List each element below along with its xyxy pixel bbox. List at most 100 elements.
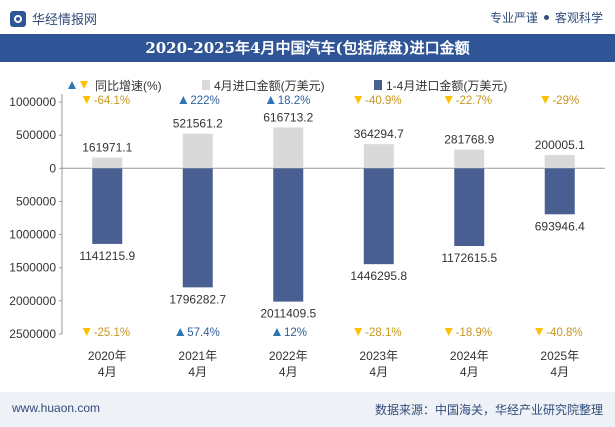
triangle-up-icon xyxy=(176,328,185,336)
growth-value: -25.1% xyxy=(94,327,130,339)
bar-april-label: 200005.1 xyxy=(535,138,585,152)
legend-swatch xyxy=(202,80,210,90)
y-tick-label: 500000 xyxy=(16,194,56,208)
chart-title: 2020-2025年4月中国汽车(包括底盘)进口金额 xyxy=(0,34,615,62)
bullet-icon xyxy=(543,15,549,20)
bar-april-label: 364294.7 xyxy=(354,127,404,141)
x-tick-label: 2025年 xyxy=(540,349,579,363)
bar-april xyxy=(273,127,304,169)
data-labels: 161971.1 1141215.9 -64.1% -25.1% 521561.2 179… xyxy=(79,95,585,339)
x-tick-label: 2023年 xyxy=(359,349,398,363)
website-link[interactable]: www.huaon.com xyxy=(12,401,101,415)
bar-ytd-label: 2011409.5 xyxy=(260,307,316,321)
y-tick-label: 1000000 xyxy=(9,95,56,109)
growth-april: -64.1% xyxy=(82,95,130,107)
triangle-up-icon xyxy=(68,81,76,89)
bar-april xyxy=(544,155,575,169)
triangle-down-icon xyxy=(82,328,91,336)
legend-april: 4月进口金额(万美元) xyxy=(202,78,325,93)
x-tick-label: 4月 xyxy=(98,365,117,379)
y-tick-label: 1500000 xyxy=(9,261,56,275)
bar-april-label: 616713.2 xyxy=(263,110,313,124)
growth-value: -29% xyxy=(552,95,579,107)
tagline-2: 客观科学 xyxy=(554,11,603,25)
triangle-up-icon xyxy=(179,96,188,104)
x-tick-label: 4月 xyxy=(460,365,479,379)
triangle-down-icon xyxy=(354,96,363,104)
growth-ytd: -28.1% xyxy=(354,327,402,339)
growth-ytd: 12% xyxy=(272,327,307,339)
x-tick-label: 4月 xyxy=(188,365,207,379)
triangle-up-icon xyxy=(266,96,275,104)
x-tick-label: 4月 xyxy=(550,365,569,379)
logo-icon xyxy=(10,10,26,27)
x-tick-label: 2020年 xyxy=(88,349,127,363)
bar-april xyxy=(92,157,123,169)
bar-ytd-label: 693946.4 xyxy=(535,219,585,233)
growth-april: -29% xyxy=(541,95,579,107)
growth-value: 222% xyxy=(190,95,219,107)
bar-ytd xyxy=(92,168,123,244)
legend-ytd: 1-4月进口金额(万美元) xyxy=(374,78,507,93)
growth-ytd: -40.8% xyxy=(535,327,583,339)
triangle-down-icon xyxy=(535,328,544,336)
legend-growth: 同比增速(%) xyxy=(68,79,162,93)
bar-ytd-label: 1446295.8 xyxy=(350,269,407,283)
growth-april: 18.2% xyxy=(266,95,311,107)
bar-ytd-label: 1141215.9 xyxy=(79,249,135,263)
triangle-up-icon xyxy=(272,328,281,336)
bar-ytd-label: 1172615.5 xyxy=(441,251,497,265)
footer: www.huaon.com 数据来源：中国海关，华经产业研究院整理 xyxy=(0,392,615,427)
triangle-down-icon xyxy=(354,328,363,336)
bar-ytd xyxy=(454,168,485,247)
bar-april xyxy=(363,144,394,169)
growth-value: -64.1% xyxy=(94,95,130,107)
tagline-1: 专业严谨 xyxy=(489,11,538,25)
growth-april: 222% xyxy=(179,95,220,107)
growth-ytd: 57.4% xyxy=(176,327,220,339)
bar-april xyxy=(182,133,213,169)
triangle-down-icon xyxy=(444,96,453,104)
bar-ytd xyxy=(363,168,394,265)
y-tick-label: 1000000 xyxy=(9,228,56,242)
triangle-down-icon xyxy=(541,96,550,104)
growth-value: -40.9% xyxy=(365,95,401,107)
bar-ytd-label: 1796282.7 xyxy=(169,292,226,306)
bar-ytd xyxy=(544,168,575,215)
legend: 同比增速(%) 4月进口金额(万美元) 1-4月进口金额(万美元) xyxy=(68,78,507,93)
y-tick-label: 2500000 xyxy=(9,327,56,341)
tagline: 专业严谨 客观科学 xyxy=(490,9,603,26)
triangle-down-icon xyxy=(444,328,453,336)
brand[interactable]: 华经情报网 xyxy=(10,9,97,28)
bar-april-label: 161971.1 xyxy=(82,141,132,155)
growth-value: 12% xyxy=(284,327,307,339)
data-source: 数据来源：中国海关，华经产业研究院整理 xyxy=(374,403,603,417)
bars xyxy=(92,127,575,302)
legend-label: 1-4月进口金额(万美元) xyxy=(386,78,507,93)
y-tick-label: 500000 xyxy=(16,128,56,142)
growth-april: -40.9% xyxy=(354,95,402,107)
axes: 1000000 500000 0 500000 1000000 1500000 200000… xyxy=(9,94,605,379)
x-tick-label: 2024年 xyxy=(450,349,489,363)
triangle-down-icon xyxy=(80,81,88,89)
growth-value: 18.2% xyxy=(278,95,311,107)
bar-april-label: 521561.2 xyxy=(173,117,223,131)
legend-label: 4月进口金额(万美元) xyxy=(214,78,325,93)
growth-april: -22.7% xyxy=(444,95,492,107)
bar-april-label: 281768.9 xyxy=(444,133,494,147)
growth-value: 57.4% xyxy=(187,327,220,339)
legend-swatch xyxy=(374,80,382,90)
bar-ytd xyxy=(182,168,213,288)
x-tick-label: 2021年 xyxy=(178,349,217,363)
growth-value: -18.9% xyxy=(456,327,492,339)
growth-value: -22.7% xyxy=(456,95,492,107)
legend-label: 同比增速(%) xyxy=(95,79,162,93)
x-tick-label: 2022年 xyxy=(269,349,308,363)
growth-ytd: -25.1% xyxy=(82,327,130,339)
x-tick-label: 4月 xyxy=(369,365,388,379)
triangle-down-icon xyxy=(82,96,91,104)
x-tick-label: 4月 xyxy=(279,365,298,379)
growth-ytd: -18.9% xyxy=(444,327,492,339)
y-tick-label: 2000000 xyxy=(9,294,56,308)
chart: 同比增速(%) 4月进口金额(万美元) 1-4月进口金额(万美元) 1000000 5… xyxy=(9,78,605,379)
